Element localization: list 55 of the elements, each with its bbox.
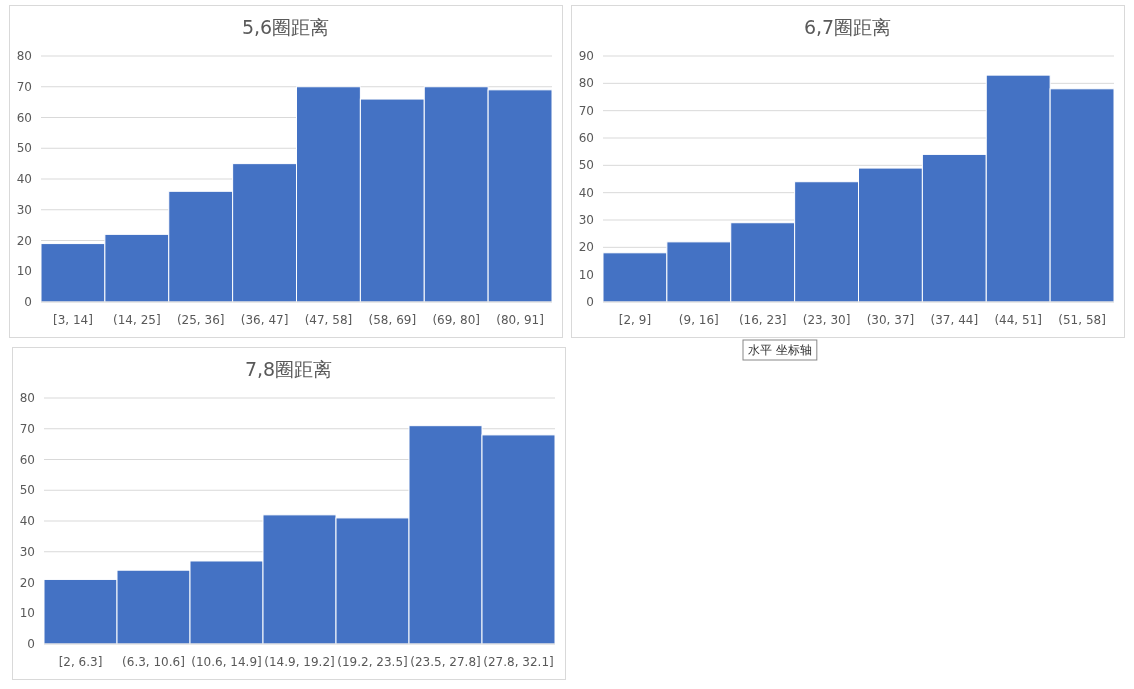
y-tick-label: 60 bbox=[578, 131, 594, 145]
y-tick-label: 40 bbox=[19, 514, 35, 528]
y-tick-label: 90 bbox=[578, 49, 594, 63]
x-tick-label: (30, 37] bbox=[866, 313, 915, 327]
y-tick-label: 20 bbox=[16, 233, 32, 248]
x-tick-label: (47, 58] bbox=[304, 313, 353, 327]
x-tick-label: (16, 23] bbox=[738, 313, 787, 327]
y-tick-label: 30 bbox=[19, 544, 35, 559]
x-tick-label: (44, 51] bbox=[994, 313, 1042, 327]
x-tick-label: (58, 69] bbox=[368, 313, 417, 327]
text: 水平 坐标轴 bbox=[748, 343, 812, 357]
x-tick-label: [3, 14] bbox=[52, 313, 93, 327]
x-tick-label: [2, 9] bbox=[618, 313, 652, 327]
y-tick-label: 50 bbox=[19, 483, 35, 498]
y-tick-label: 60 bbox=[16, 110, 32, 125]
y-tick-label: 0 bbox=[27, 637, 35, 651]
x-tick-label: (27.8, 32.1] bbox=[483, 655, 554, 669]
y-tick-label: 20 bbox=[578, 240, 594, 255]
x-tick-label: (80, 91] bbox=[496, 313, 544, 327]
y-tick-label: 0 bbox=[24, 295, 32, 309]
y-tick-label: 80 bbox=[16, 49, 32, 63]
x-tick-label: (6.3, 10.6] bbox=[122, 655, 185, 669]
y-tick-label: 30 bbox=[16, 202, 32, 217]
y-tick-label: 80 bbox=[19, 391, 35, 405]
y-tick-label: 10 bbox=[19, 606, 35, 621]
y-tick-label: 80 bbox=[578, 76, 594, 91]
chart-title: 7,8圈距离 bbox=[244, 358, 333, 380]
x-tick-label: (9, 16] bbox=[678, 313, 719, 327]
y-tick-label: 50 bbox=[16, 141, 32, 156]
x-tick-label: (10.6, 14.9] bbox=[191, 655, 262, 669]
x-tick-label: (14, 25] bbox=[113, 313, 161, 327]
x-tick-label: (37, 44] bbox=[930, 313, 979, 327]
y-tick-label: 70 bbox=[16, 79, 32, 94]
chart-title: 6,7圈距离 bbox=[803, 16, 892, 38]
chart-title: 5,6圈距离 bbox=[241, 16, 330, 38]
y-tick-label: 70 bbox=[578, 103, 594, 118]
y-tick-label: 50 bbox=[578, 158, 594, 173]
y-tick-label: 30 bbox=[578, 213, 594, 227]
x-tick-label: (69, 80] bbox=[432, 313, 480, 327]
x-tick-label: (23, 30] bbox=[802, 313, 851, 327]
x-tick-label: (51, 58] bbox=[1058, 313, 1106, 327]
y-tick-label: 60 bbox=[19, 452, 35, 467]
y-tick-label: 10 bbox=[578, 267, 594, 282]
y-tick-label: 0 bbox=[586, 295, 594, 309]
y-tick-label: 10 bbox=[16, 264, 32, 279]
y-tick-label: 40 bbox=[578, 185, 594, 200]
y-tick-label: 20 bbox=[19, 575, 35, 590]
x-tick-label: (23.5, 27.8] bbox=[410, 655, 481, 669]
x-tick-label: (25, 36] bbox=[176, 313, 225, 327]
x-tick-label: (19.2, 23.5] bbox=[337, 655, 408, 669]
x-tick-label: (14.9, 19.2] bbox=[264, 655, 335, 669]
y-tick-label: 40 bbox=[16, 172, 32, 186]
y-tick-label: 70 bbox=[19, 421, 35, 436]
x-tick-label: [2, 6.3] bbox=[58, 655, 103, 669]
x-tick-label: (36, 47] bbox=[240, 313, 289, 327]
